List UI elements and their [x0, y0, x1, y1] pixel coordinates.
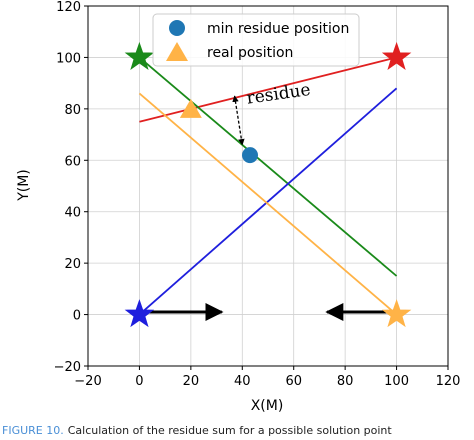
x-tick-label: 20 [183, 374, 200, 389]
legend-label: real position [207, 45, 293, 61]
arrows: residue [139, 80, 397, 321]
legend-circle-swatch [169, 20, 185, 36]
station-star-marker [124, 299, 155, 328]
series-lines [138, 56, 398, 316]
x-tick-label: 40 [234, 374, 251, 389]
series-line [138, 56, 398, 277]
caption-prefix: FIGURE 10. [2, 424, 64, 437]
y-tick-label: 100 [56, 51, 81, 66]
station-star-marker [381, 299, 412, 328]
legend-box [152, 13, 360, 67]
station-star-marker [381, 41, 412, 71]
legend-label: min residue position [207, 21, 349, 37]
y-tick-label: 0 [73, 309, 81, 324]
station-star-marker [124, 41, 155, 71]
residue-arrow [232, 95, 245, 146]
y-tick-label: −20 [54, 360, 81, 375]
x-tick-label: −20 [74, 374, 101, 389]
caption-text: Calculation of the residue sum for a pos… [67, 424, 392, 437]
series-line [138, 87, 398, 316]
residue-annotation: residue [245, 80, 311, 109]
legend-triangle-swatch [166, 42, 188, 61]
y-tick-label: 60 [64, 154, 81, 169]
x-axis-label: X(M) [251, 398, 284, 414]
chart: residue −20 0 20 40 60 80 100 120 −20 0 20 40 60 80 10… [16, 0, 461, 414]
x-tick-label: 120 [436, 374, 461, 389]
legend: min residue position real position [152, 13, 360, 67]
x-tick-label: 0 [135, 374, 143, 389]
x-tick-label: 80 [337, 374, 354, 389]
y-tick-label: 20 [64, 257, 81, 272]
series-line [139, 56, 397, 123]
figure-caption: FIGURE 10. Calculation of the residue sum… [2, 424, 474, 440]
min-residue-point [242, 147, 258, 164]
series-line [138, 92, 398, 316]
y-axis-label: Y(M) [16, 169, 32, 202]
plot-frame [87, 5, 449, 367]
axes: −20 0 20 40 60 80 100 120 −20 0 20 40 60 80 100 120 [54, 0, 461, 389]
y-tick-label: 80 [64, 103, 81, 118]
x-tick-label: 60 [285, 374, 302, 389]
y-tick-label: 120 [56, 0, 81, 15]
x-tick-label: 100 [384, 374, 409, 389]
y-tick-label: 40 [64, 206, 81, 221]
real-position-point [179, 98, 202, 118]
markers [124, 41, 412, 328]
